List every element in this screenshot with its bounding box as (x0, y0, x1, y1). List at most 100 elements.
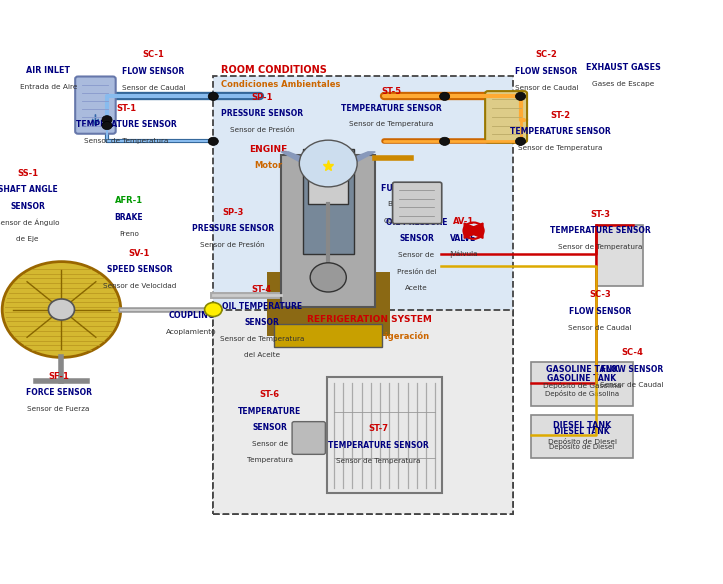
Text: Depósito de Diesel: Depósito de Diesel (549, 443, 615, 450)
FancyBboxPatch shape (292, 422, 325, 454)
Text: SP-3: SP-3 (222, 208, 244, 217)
Text: Sensor de Temperatura: Sensor de Temperatura (558, 244, 642, 250)
FancyBboxPatch shape (393, 182, 442, 224)
Text: SENSOR: SENSOR (399, 234, 434, 244)
Text: TEMPERATURE SENSOR: TEMPERATURE SENSOR (341, 103, 442, 113)
FancyBboxPatch shape (327, 377, 442, 493)
Text: Entrada de Aire: Entrada de Aire (20, 84, 77, 90)
Text: VALVE: VALVE (450, 234, 476, 243)
Text: SC-3: SC-3 (589, 290, 611, 300)
Text: SENSOR: SENSOR (252, 423, 287, 432)
Text: FUEL PUMP: FUEL PUMP (380, 183, 432, 193)
Circle shape (102, 121, 112, 130)
Text: Sensor de: Sensor de (398, 252, 435, 258)
Text: Sensor de Presión: Sensor de Presión (200, 242, 265, 248)
Text: PRESSURE SENSOR: PRESSURE SENSOR (221, 109, 304, 119)
Text: COUPLING: COUPLING (168, 311, 215, 321)
FancyBboxPatch shape (274, 324, 382, 347)
Circle shape (48, 299, 74, 320)
Text: SS-1: SS-1 (17, 169, 38, 178)
Text: de Eje: de Eje (16, 236, 39, 242)
FancyBboxPatch shape (267, 272, 390, 336)
Text: Temperatura: Temperatura (247, 457, 293, 463)
Circle shape (440, 92, 450, 100)
Text: Acoplamiento: Acoplamiento (166, 329, 217, 335)
Circle shape (515, 137, 526, 145)
FancyBboxPatch shape (596, 225, 643, 286)
Text: ST-5: ST-5 (381, 87, 401, 96)
Circle shape (208, 137, 218, 145)
Text: Sensor de Presión: Sensor de Presión (230, 127, 295, 133)
Text: SP-2: SP-2 (406, 201, 427, 211)
Text: TEMPERATURE SENSOR: TEMPERATURE SENSOR (549, 226, 651, 235)
Text: GASOLINE TANK: GASOLINE TANK (547, 374, 617, 383)
Text: Condiciones Ambientales: Condiciones Ambientales (221, 80, 340, 89)
Circle shape (310, 263, 346, 292)
Text: Sensor de Velocidad: Sensor de Velocidad (103, 283, 176, 289)
Text: Combustible: Combustible (383, 218, 429, 224)
Text: |Válvula: |Válvula (449, 251, 478, 258)
Text: Depósito de Gasolina: Depósito de Gasolina (545, 390, 619, 397)
Text: REFRIGERATION SYSTEM: REFRIGERATION SYSTEM (307, 315, 432, 324)
Text: SP-1: SP-1 (252, 93, 273, 102)
Circle shape (440, 137, 450, 145)
FancyBboxPatch shape (531, 415, 633, 458)
Text: SF-1: SF-1 (48, 371, 69, 381)
Text: TEMPERATURE: TEMPERATURE (238, 406, 301, 416)
Circle shape (2, 262, 121, 357)
Text: Sensor de Temperatura: Sensor de Temperatura (85, 138, 168, 144)
Text: Gases de Escape: Gases de Escape (592, 81, 654, 86)
Text: Sensor de Caudal: Sensor de Caudal (515, 85, 578, 91)
Text: SC-4: SC-4 (621, 348, 643, 357)
Text: Freno: Freno (119, 231, 139, 237)
Text: SENSOR: SENSOR (10, 201, 45, 211)
Text: GASOLINE TANK: GASOLINE TANK (546, 364, 618, 374)
Text: ENGINE: ENGINE (249, 145, 287, 154)
FancyBboxPatch shape (213, 310, 513, 514)
Text: ST-6: ST-6 (260, 390, 280, 399)
Text: Presión del: Presión del (397, 269, 436, 274)
Text: Motor: Motor (254, 161, 282, 171)
Text: Aceite: Aceite (405, 285, 428, 291)
Text: AFR-1: AFR-1 (115, 196, 142, 206)
FancyBboxPatch shape (281, 155, 375, 307)
Text: EXHAUST GASES: EXHAUST GASES (586, 62, 661, 72)
Text: FLOW SENSOR: FLOW SENSOR (601, 364, 663, 374)
Text: Sensor de: Sensor de (252, 441, 288, 447)
Text: SC-2: SC-2 (536, 50, 557, 60)
Text: Depósito de Diesel: Depósito de Diesel (547, 438, 617, 445)
Text: Sensor de Temperatura: Sensor de Temperatura (220, 336, 304, 342)
FancyBboxPatch shape (531, 362, 633, 406)
Text: ST-7: ST-7 (368, 424, 388, 433)
Text: OIL PRESSURE: OIL PRESSURE (385, 218, 448, 227)
Text: Sensor de Caudal: Sensor de Caudal (600, 383, 664, 388)
Text: SV-1: SV-1 (129, 249, 150, 258)
Text: SPEED SENSOR: SPEED SENSOR (107, 265, 172, 274)
Text: Sensor de Temperatura: Sensor de Temperatura (518, 145, 602, 151)
FancyBboxPatch shape (75, 77, 116, 134)
Text: SENSOR: SENSOR (244, 318, 279, 327)
Wedge shape (299, 140, 357, 187)
Polygon shape (281, 152, 317, 164)
Text: OIL TEMPERATURE: OIL TEMPERATURE (222, 301, 301, 311)
FancyBboxPatch shape (485, 91, 527, 142)
Text: PRESSURE SENSOR: PRESSURE SENSOR (192, 224, 274, 234)
Text: del Aceite: del Aceite (244, 352, 280, 358)
FancyBboxPatch shape (213, 76, 513, 514)
Text: Sistema de Refrigeración: Sistema de Refrigeración (309, 332, 429, 341)
Polygon shape (339, 152, 375, 164)
Text: Sensor de Temperatura: Sensor de Temperatura (336, 458, 420, 464)
Text: ST-4: ST-4 (252, 285, 272, 294)
Text: ST-1: ST-1 (116, 103, 137, 113)
Text: Depósito de Gasolina: Depósito de Gasolina (543, 382, 621, 389)
Text: SC-1: SC-1 (142, 50, 164, 60)
FancyBboxPatch shape (308, 172, 348, 204)
Text: Sensor de Caudal: Sensor de Caudal (568, 325, 632, 331)
Text: ROOM CONDITIONS: ROOM CONDITIONS (221, 65, 326, 75)
FancyBboxPatch shape (303, 149, 354, 254)
Circle shape (515, 92, 526, 100)
Text: ST-2: ST-2 (550, 110, 570, 120)
Text: BRAKE: BRAKE (114, 213, 143, 222)
Text: TEMPERATURE SENSOR: TEMPERATURE SENSOR (76, 120, 177, 129)
Polygon shape (464, 223, 483, 238)
